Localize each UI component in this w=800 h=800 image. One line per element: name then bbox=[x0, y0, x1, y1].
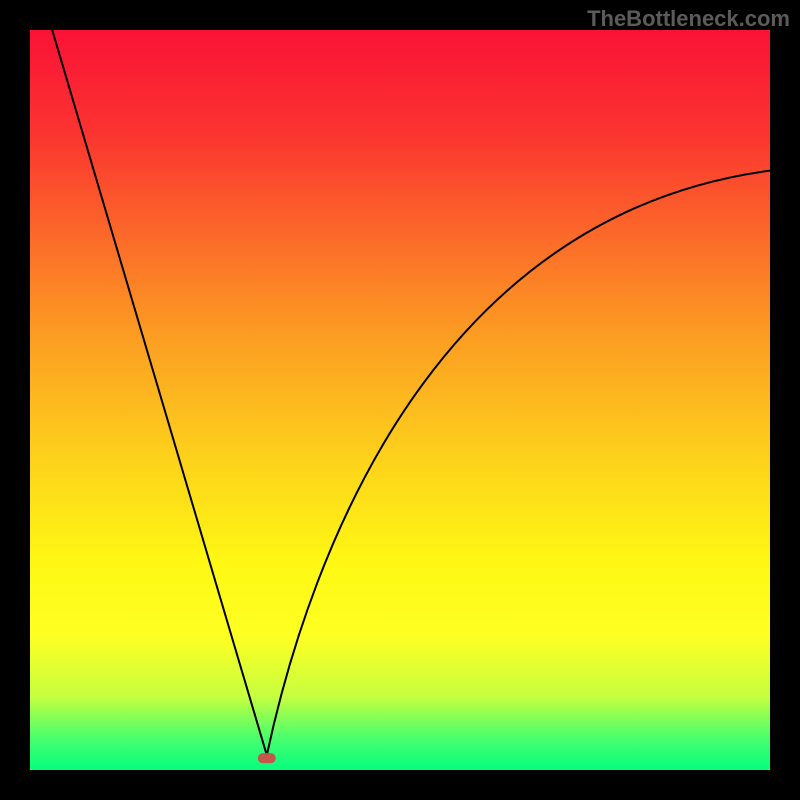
watermark-text: TheBottleneck.com bbox=[587, 6, 790, 32]
plot-area bbox=[30, 30, 770, 770]
optimum-marker bbox=[258, 753, 276, 763]
plot-svg bbox=[30, 30, 770, 770]
chart-container: TheBottleneck.com bbox=[0, 0, 800, 800]
gradient-background bbox=[30, 30, 770, 770]
